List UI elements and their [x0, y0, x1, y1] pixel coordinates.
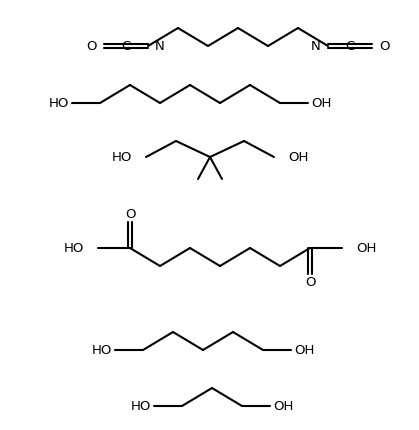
Text: OH: OH	[294, 344, 314, 356]
Text: HO: HO	[111, 151, 132, 164]
Text: HO: HO	[64, 242, 84, 255]
Text: C: C	[122, 40, 131, 52]
Text: HO: HO	[92, 344, 112, 356]
Text: HO: HO	[49, 97, 69, 110]
Text: N: N	[311, 40, 321, 53]
Text: C: C	[345, 40, 354, 52]
Text: OH: OH	[288, 151, 308, 164]
Text: OH: OH	[311, 97, 331, 110]
Text: O: O	[125, 208, 135, 221]
Text: OH: OH	[273, 399, 293, 412]
Text: O: O	[86, 40, 97, 53]
Text: HO: HO	[131, 399, 151, 412]
Text: O: O	[305, 276, 315, 289]
Text: N: N	[155, 40, 165, 53]
Text: O: O	[379, 40, 390, 53]
Text: OH: OH	[356, 242, 376, 255]
